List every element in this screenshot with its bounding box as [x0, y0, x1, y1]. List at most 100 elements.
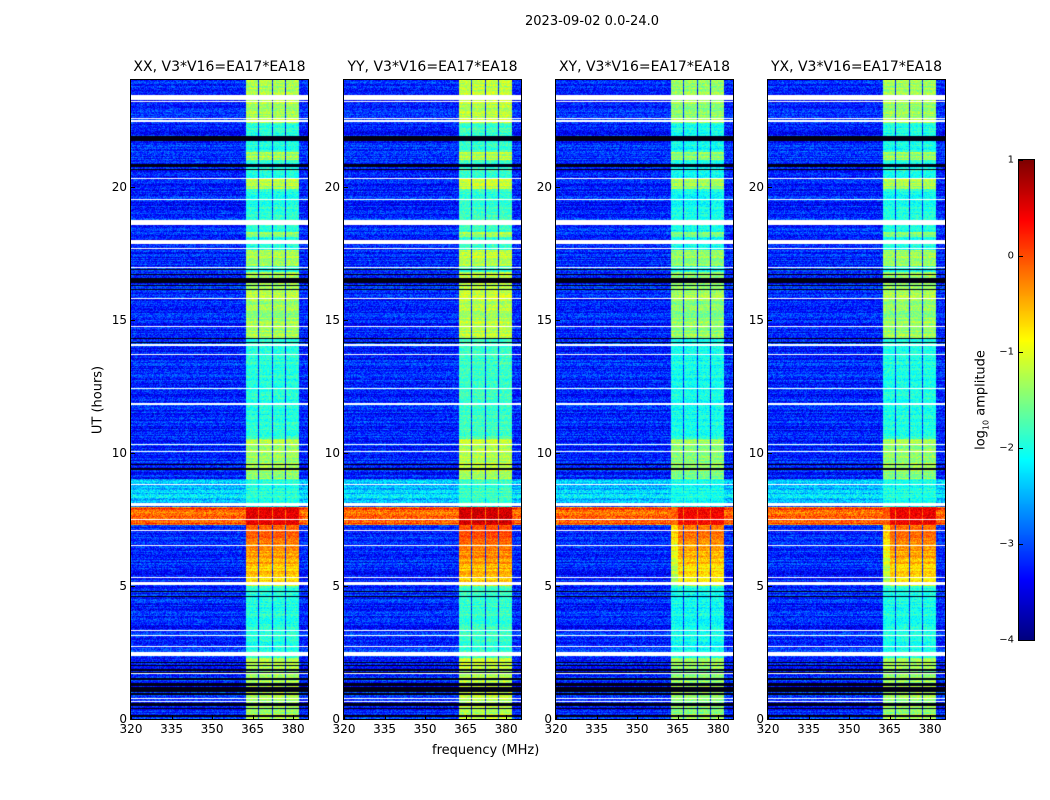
y-tick-mark [556, 719, 560, 720]
x-tick-label: 365 [241, 722, 265, 736]
x-tick-mark [596, 715, 598, 719]
colorbar-tick-mark [1019, 160, 1023, 161]
y-tick-mark [131, 452, 135, 454]
y-tick-mark [131, 719, 135, 720]
x-tick-mark [930, 715, 932, 719]
y-tick-label: 20 [111, 179, 127, 194]
y-tick-mark [556, 585, 560, 587]
x-tick-mark [171, 715, 173, 719]
x-tick-mark [808, 715, 810, 719]
colorbar-tick-label: −3 [999, 538, 1014, 550]
y-tick-mark [768, 319, 772, 321]
x-tick-label: 320 [332, 722, 356, 736]
y-tick-label: 0 [544, 712, 552, 726]
x-tick-mark [506, 715, 508, 719]
x-tick-label: 380 [706, 722, 730, 736]
colorbar-tick-label: 0 [1007, 250, 1014, 262]
y-tick-mark [344, 452, 348, 454]
x-tick-label: 365 [666, 722, 690, 736]
colorbar-tick-mark [1019, 544, 1023, 545]
x-axis-label: frequency (MHz) [432, 743, 540, 758]
y-tick-label: 0 [756, 712, 764, 726]
y-tick-label: 10 [536, 445, 552, 460]
panel-title: XY, V3*V16=EA17*EA18 [558, 59, 731, 75]
x-tick-mark [889, 715, 891, 719]
x-tick-mark [252, 715, 254, 719]
y-tick-mark [344, 319, 348, 321]
y-tick-label: 5 [119, 578, 127, 593]
colorbar-tick-label: −4 [999, 634, 1014, 646]
colorbar-label-sub: 10 [981, 419, 991, 431]
y-tick-mark [768, 186, 772, 188]
y-tick-label: 15 [111, 312, 127, 327]
colorbar-tick-mark [1019, 640, 1023, 641]
x-tick-label: 365 [878, 722, 902, 736]
y-tick-label: 5 [756, 578, 764, 593]
y-tick-mark [131, 319, 135, 321]
x-tick-label: 320 [756, 722, 780, 736]
x-tick-label: 335 [160, 722, 183, 736]
y-tick-mark [556, 319, 560, 321]
y-tick-label: 15 [324, 312, 340, 327]
x-tick-label: 380 [281, 722, 305, 736]
spectrogram-panel [768, 80, 945, 719]
x-tick-label: 350 [200, 722, 224, 736]
y-tick-label: 20 [536, 179, 552, 194]
colorbar-tick-label: 1 [1007, 154, 1014, 166]
x-tick-mark [718, 715, 720, 719]
y-tick-label: 10 [324, 445, 340, 460]
spectrogram-panel [344, 80, 521, 719]
x-tick-label: 320 [119, 722, 143, 736]
y-tick-mark [344, 186, 348, 188]
y-tick-label: 5 [332, 578, 340, 593]
panel-frame [343, 79, 522, 720]
x-tick-mark [677, 715, 679, 719]
x-tick-mark [384, 715, 386, 719]
x-tick-mark [131, 715, 132, 719]
y-tick-mark [556, 186, 560, 188]
x-tick-label: 350 [837, 722, 861, 736]
panel-title: YX, V3*V16=EA17*EA18 [770, 59, 943, 75]
x-tick-label: 320 [544, 722, 568, 736]
x-tick-label: 350 [625, 722, 649, 736]
panel-frame [130, 79, 309, 720]
y-tick-mark [556, 452, 560, 454]
x-tick-mark [425, 715, 427, 719]
x-tick-mark [849, 715, 851, 719]
y-axis-label: UT (hours) [90, 365, 106, 435]
y-tick-mark [768, 719, 772, 720]
y-tick-mark [768, 452, 772, 454]
figure-title: 2023-09-02 0.0-24.0 [525, 14, 659, 29]
panel-frame [555, 79, 734, 720]
spectrogram-panel [131, 80, 308, 719]
x-tick-mark [465, 715, 467, 719]
x-tick-mark [212, 715, 214, 719]
colorbar-tick-label: −2 [999, 442, 1014, 454]
colorbar-label-main: log [973, 430, 989, 450]
colorbar-frame [1018, 159, 1035, 641]
spectrogram-panel [556, 80, 733, 719]
y-tick-mark [344, 719, 348, 720]
panel-title: YY, V3*V16=EA17*EA18 [347, 59, 518, 75]
x-tick-label: 380 [918, 722, 942, 736]
y-tick-label: 0 [332, 712, 340, 726]
colorbar-tick-mark [1019, 256, 1023, 257]
colorbar-tick-label: −1 [999, 346, 1014, 358]
y-tick-label: 5 [544, 578, 552, 593]
x-tick-mark [293, 715, 295, 719]
panel-title: XX, V3*V16=EA17*EA18 [133, 59, 306, 75]
y-tick-label: 10 [111, 445, 127, 460]
x-tick-mark [344, 715, 345, 719]
y-tick-mark [344, 585, 348, 587]
y-tick-label: 20 [324, 179, 340, 194]
colorbar [1019, 160, 1034, 640]
colorbar-tick-mark [1019, 448, 1023, 449]
x-tick-label: 380 [494, 722, 518, 736]
x-tick-label: 365 [454, 722, 478, 736]
x-tick-mark [637, 715, 639, 719]
y-tick-mark [768, 585, 772, 587]
x-tick-label: 335 [373, 722, 396, 736]
colorbar-tick-mark [1019, 352, 1023, 353]
y-tick-mark [131, 186, 135, 188]
y-tick-mark [131, 585, 135, 587]
